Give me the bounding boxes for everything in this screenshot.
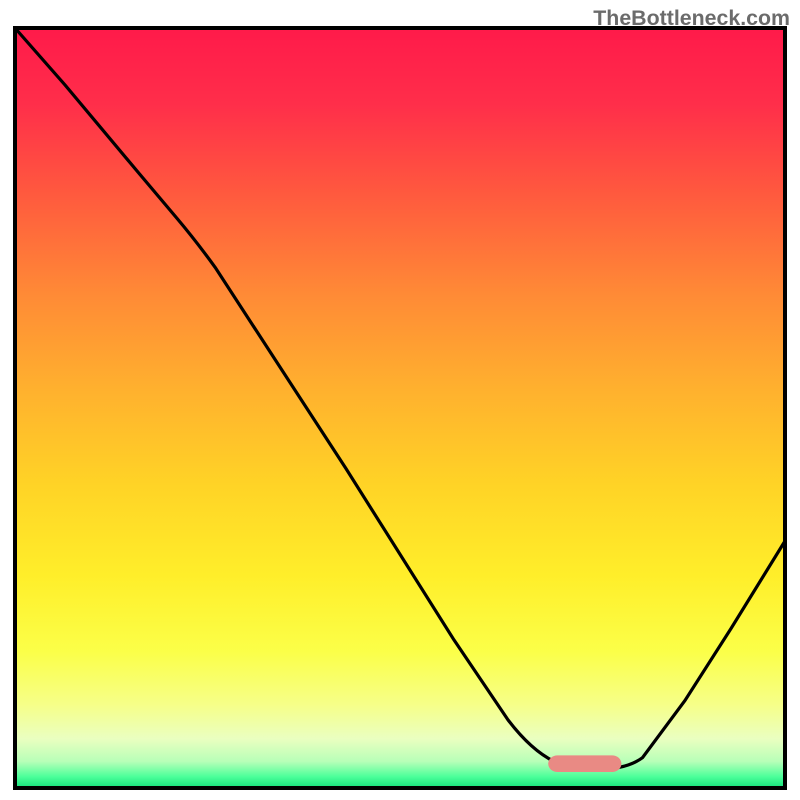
chart-container: TheBottleneck.com — [0, 0, 800, 800]
bottleneck-chart — [0, 0, 800, 800]
optimal-range-marker — [548, 755, 621, 772]
gradient-background — [15, 28, 785, 788]
watermark-text: TheBottleneck.com — [593, 6, 790, 31]
